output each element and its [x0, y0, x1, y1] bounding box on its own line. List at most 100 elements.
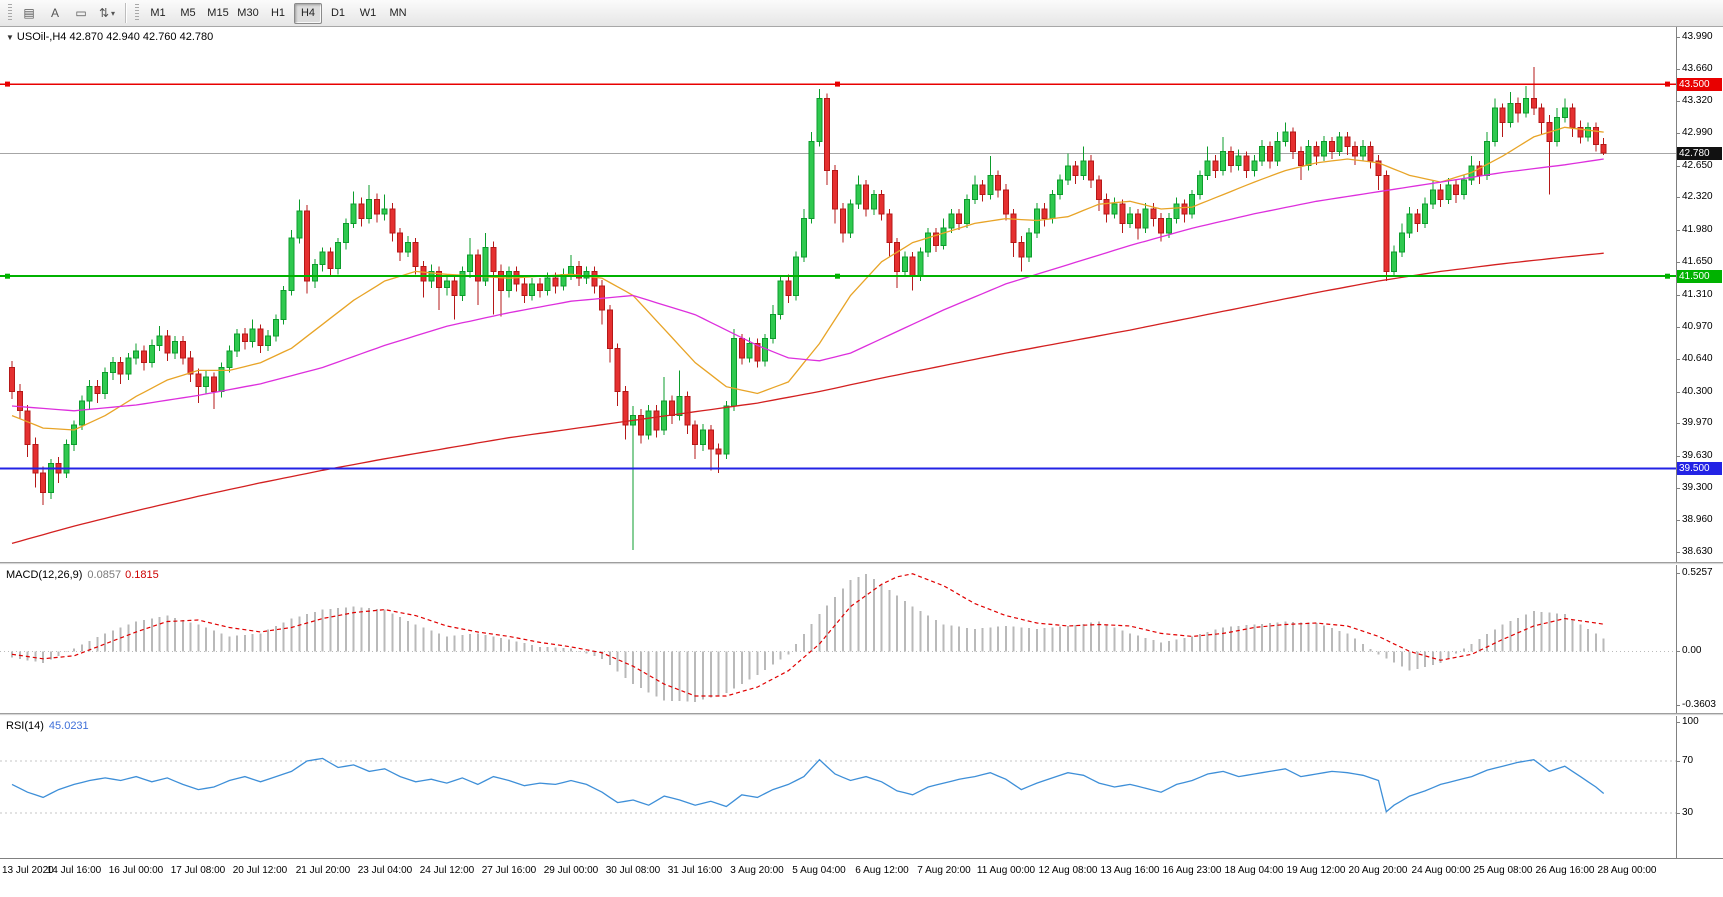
candle-body: [909, 256, 916, 277]
candle-body: [280, 290, 287, 321]
time-axis-label: 6 Aug 12:00: [855, 865, 909, 876]
candle-body: [684, 395, 691, 426]
macd-panel[interactable]: 0.5257 0.00 -0.3603 MACD(12,26,9) 0.0857 0.1…: [0, 565, 1723, 713]
candle-body: [296, 210, 303, 239]
time-axis-label: 17 Jul 08:00: [170, 865, 226, 876]
candle-body: [203, 376, 210, 388]
hline-handle[interactable]: [5, 273, 10, 279]
timeframe-button-h4[interactable]: H4: [294, 2, 322, 24]
main-plot[interactable]: [0, 27, 1676, 562]
candle-body: [894, 242, 901, 272]
main-chart-panel[interactable]: 43.990 43.660 43.320 42.990 42.650 42.320 41.9…: [0, 27, 1723, 562]
candle-body: [731, 338, 738, 407]
ma-fast-line[interactable]: [11, 126, 1604, 431]
price-axis-tick: [1677, 197, 1680, 198]
rsi-value: 45.0231: [48, 720, 89, 732]
candle-body: [529, 283, 536, 296]
candle-body: [1352, 146, 1359, 157]
timeframe-button-mn[interactable]: MN: [384, 3, 412, 24]
rsi-plot[interactable]: [0, 716, 1676, 858]
toolbar-button-chart-grid[interactable]: ▤: [17, 3, 41, 24]
time-axis-label: 13 Aug 16:00: [1100, 865, 1160, 876]
rsi-panel-splitter[interactable]: [0, 713, 1723, 716]
candle-body: [451, 280, 458, 296]
time-axis-label: 29 Jul 00:00: [543, 865, 599, 876]
toolbar-button-scale-arrows[interactable]: ⇅ ▾: [95, 3, 119, 24]
toolbar-button-frame[interactable]: ▭: [69, 3, 93, 24]
candle-body: [1492, 107, 1498, 143]
price-axis-label: 40.300: [1682, 386, 1713, 397]
candle-body: [715, 448, 722, 455]
hline-handle[interactable]: [1665, 273, 1670, 279]
chart-quote: ▼ USOil-,H4 42.870 42.940 42.760 42.780: [6, 31, 213, 43]
macd-panel-splitter[interactable]: [0, 562, 1723, 565]
candle-body: [870, 194, 877, 210]
timeframe-button-w1[interactable]: W1: [354, 3, 382, 24]
candle-body: [1453, 184, 1460, 196]
time-axis-label: 24 Jul 12:00: [419, 865, 475, 876]
candle-body: [373, 198, 380, 215]
toolbar-drag-handle[interactable]: [8, 4, 12, 22]
candle-body: [1328, 141, 1335, 152]
candle-body: [1049, 194, 1056, 220]
hline-handle[interactable]: [1665, 81, 1670, 87]
candle-body: [1429, 189, 1436, 205]
candle-body: [490, 246, 497, 272]
candle-body: [622, 391, 629, 426]
candle-body: [141, 350, 147, 364]
rsi-panel[interactable]: 100 70 30 RSI(14) 45.0231: [0, 716, 1723, 858]
candle-body: [482, 246, 489, 282]
candle-body: [591, 270, 598, 287]
macd-axis-tick: [1677, 705, 1680, 706]
time-axis: 13 Jul 2020 14 Jul 16:00 16 Jul 00:00 17 Ju…: [0, 858, 1723, 884]
hline-handle[interactable]: [835, 81, 840, 87]
candle-body: [319, 251, 326, 266]
candle-body: [1336, 136, 1343, 152]
price-axis-tick: [1677, 423, 1680, 424]
price-axis-label: 42.650: [1682, 160, 1713, 171]
macd-histogram: [11, 573, 1605, 702]
timeframe-button-m1[interactable]: M1: [144, 3, 172, 24]
time-axis-label: 16 Aug 23:00: [1162, 865, 1222, 876]
candle-body: [133, 350, 140, 359]
price-axis-label: 42.320: [1682, 191, 1713, 202]
ma-slow-line[interactable]: [11, 252, 1604, 545]
hline-handle[interactable]: [5, 81, 10, 87]
price-axis-tick: [1677, 133, 1680, 134]
toolbar: ▤ A ▭ ⇅ ▾ M1 M5 M15 M30 H1 H4 D1 W1 MN: [0, 0, 1723, 27]
macd-value: 0.0857: [87, 569, 122, 581]
candle-body: [1041, 208, 1048, 220]
time-axis-label: 26 Aug 16:00: [1535, 865, 1595, 876]
timeframe-button-m15[interactable]: M15: [204, 3, 232, 24]
candle-body: [358, 203, 365, 220]
timeframe-button-d1[interactable]: D1: [324, 3, 352, 24]
rsi-axis-tick: [1677, 761, 1680, 762]
candle-body: [537, 283, 543, 292]
candle-body: [1010, 213, 1017, 244]
time-axis-label: 18 Aug 04:00: [1224, 865, 1284, 876]
candle-body: [148, 344, 155, 364]
timeframe-button-m30[interactable]: M30: [234, 3, 262, 24]
collapse-triangle-icon[interactable]: ▼: [6, 33, 14, 42]
candle-body: [1096, 179, 1102, 200]
time-axis-label: 3 Aug 20:00: [730, 865, 784, 876]
candle-body: [210, 376, 217, 393]
ma-mid-line[interactable]: [11, 158, 1604, 412]
candle-body: [521, 283, 528, 296]
candle-body: [366, 198, 373, 220]
hline-handle[interactable]: [835, 273, 840, 279]
candle-body: [420, 266, 427, 282]
candle-body: [1018, 242, 1025, 258]
toolbar-button-text-a[interactable]: A: [43, 3, 67, 24]
timeframe-drag-handle[interactable]: [135, 4, 139, 22]
candle-body: [1297, 150, 1304, 167]
timeframe-button-m5[interactable]: M5: [174, 3, 202, 24]
candle-body: [583, 270, 590, 279]
price-axis-tick: [1677, 262, 1680, 263]
candle-body: [1228, 150, 1234, 167]
timeframe-button-h1[interactable]: H1: [264, 3, 292, 24]
macd-plot[interactable]: [0, 565, 1676, 713]
candle-body: [1002, 189, 1009, 215]
candle-body: [498, 270, 505, 292]
